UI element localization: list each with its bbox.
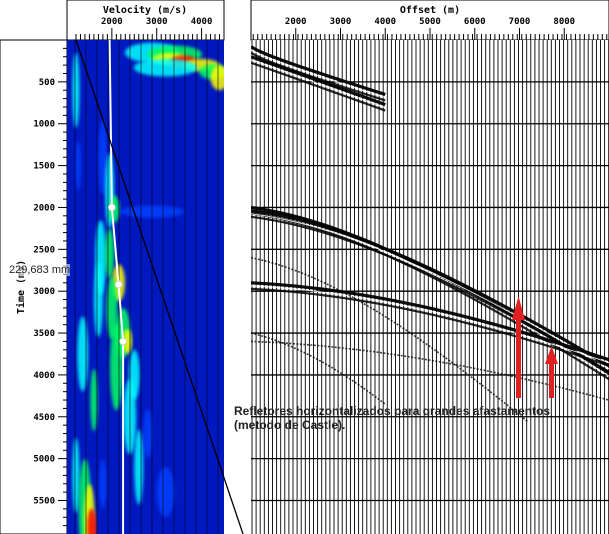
- semblance-blob: [210, 65, 224, 91]
- time-tick-label: 2500: [33, 245, 55, 255]
- red-arrow-1: [512, 296, 525, 398]
- reflection-event-sidelobe: [251, 61, 386, 112]
- time-axis-frame: [0, 39, 68, 534]
- time-tick-label: 4000: [33, 371, 55, 381]
- time-tick-label: 1000: [33, 120, 55, 130]
- semblance-blob: [93, 262, 103, 338]
- reflection-event-sidelobe: [251, 212, 609, 381]
- velocity-semblance-panel: [67, 40, 224, 534]
- semblance-blob: [105, 228, 115, 279]
- semblance-background: [67, 40, 224, 534]
- reflection-event: [251, 55, 386, 107]
- reflection-event-trough: [251, 285, 609, 364]
- measure-label: 229,683 mm: [9, 264, 71, 276]
- semblance-blob: [106, 276, 118, 340]
- semblance-blob: [77, 316, 89, 392]
- semblance-blob: [156, 467, 175, 518]
- annotation-line-2: (metodo de Castle).: [234, 418, 346, 432]
- semblance-blob: [75, 140, 81, 191]
- reflection-event-sidelobe: [251, 215, 609, 373]
- time-tick-label: 3500: [33, 329, 55, 339]
- reflection-event-trough: [251, 49, 386, 98]
- time-tick-label: 3000: [33, 287, 55, 297]
- annotation-line-1: Refletores horizontalizados para grandes…: [234, 404, 551, 418]
- time-tick-label: 5500: [33, 497, 55, 507]
- velocity-tick-label: 4000: [191, 17, 213, 27]
- velocity-axis-title: Velocity (m/s): [103, 4, 187, 16]
- offset-tick-label: 4000: [374, 17, 396, 27]
- semblance-blob: [72, 52, 80, 128]
- offset-tick-label: 8000: [553, 17, 575, 27]
- semblance-blob: [143, 408, 153, 459]
- reflection-event: [251, 209, 609, 368]
- velocity-picks: [107, 203, 127, 346]
- semblance-blob: [72, 437, 80, 513]
- measure-line: [75, 39, 244, 534]
- time-axis-ticks: 500 1000 1500 2000 2500 3000 3500 4000 4500 5000 5…: [33, 47, 67, 527]
- offset-axis-title: Offset (m): [400, 5, 460, 16]
- reflection-event: [251, 256, 529, 423]
- reflection-events: [251, 45, 609, 423]
- semblance-blob: [87, 508, 97, 534]
- semblance-blob: [133, 58, 198, 77]
- offset-tick-label: 6000: [464, 17, 486, 27]
- semblance-blob: [90, 368, 98, 432]
- velocity-axis-ticks: 2000 3000 4000: [75, 17, 221, 40]
- time-tick-label: 5000: [33, 455, 55, 465]
- reflection-event-trough: [251, 59, 386, 108]
- reflection-event: [251, 281, 609, 362]
- time-tick-label: 500: [39, 78, 55, 88]
- offset-tick-label: 5000: [419, 17, 441, 27]
- semblance-blob: [109, 322, 123, 411]
- offset-tick-label: 3000: [330, 17, 352, 27]
- time-tick-label: 1500: [33, 162, 55, 172]
- velocity-axis-frame: [66, 0, 225, 41]
- red-arrow-2: [545, 346, 558, 398]
- time-tick-label: 4500: [33, 413, 55, 423]
- semblance-blob: [98, 119, 108, 195]
- reflection-event-trough: [251, 213, 609, 370]
- reflection-event: [251, 45, 386, 96]
- offset-tick-label: 7000: [509, 17, 531, 27]
- velocity-pick-point: [114, 280, 123, 289]
- velocity-pick-point: [119, 337, 127, 346]
- velocity-panel-grid: [74, 40, 219, 534]
- velocity-tick-label: 2000: [101, 17, 123, 27]
- semblance-blob: [99, 458, 107, 509]
- offset-tick-label: 2000: [285, 17, 307, 27]
- time-tick-label: 2000: [33, 203, 55, 213]
- velocity-tick-label: 3000: [146, 17, 168, 27]
- reflection-event-sidelobe: [251, 287, 609, 367]
- semblance-blob: [134, 429, 144, 505]
- semblance-blobs: [72, 42, 224, 534]
- seismic-gather-panel: [251, 40, 609, 534]
- seismic-traces: [251, 40, 609, 534]
- velocity-pick-point: [107, 203, 116, 212]
- offset-axis-ticks: 2000 3000 4000 5000 6000 7000 8000: [252, 17, 608, 40]
- gather-time-grid: [251, 81, 609, 502]
- annotation-text: Refletores horizontalizados para grandes…: [234, 404, 594, 432]
